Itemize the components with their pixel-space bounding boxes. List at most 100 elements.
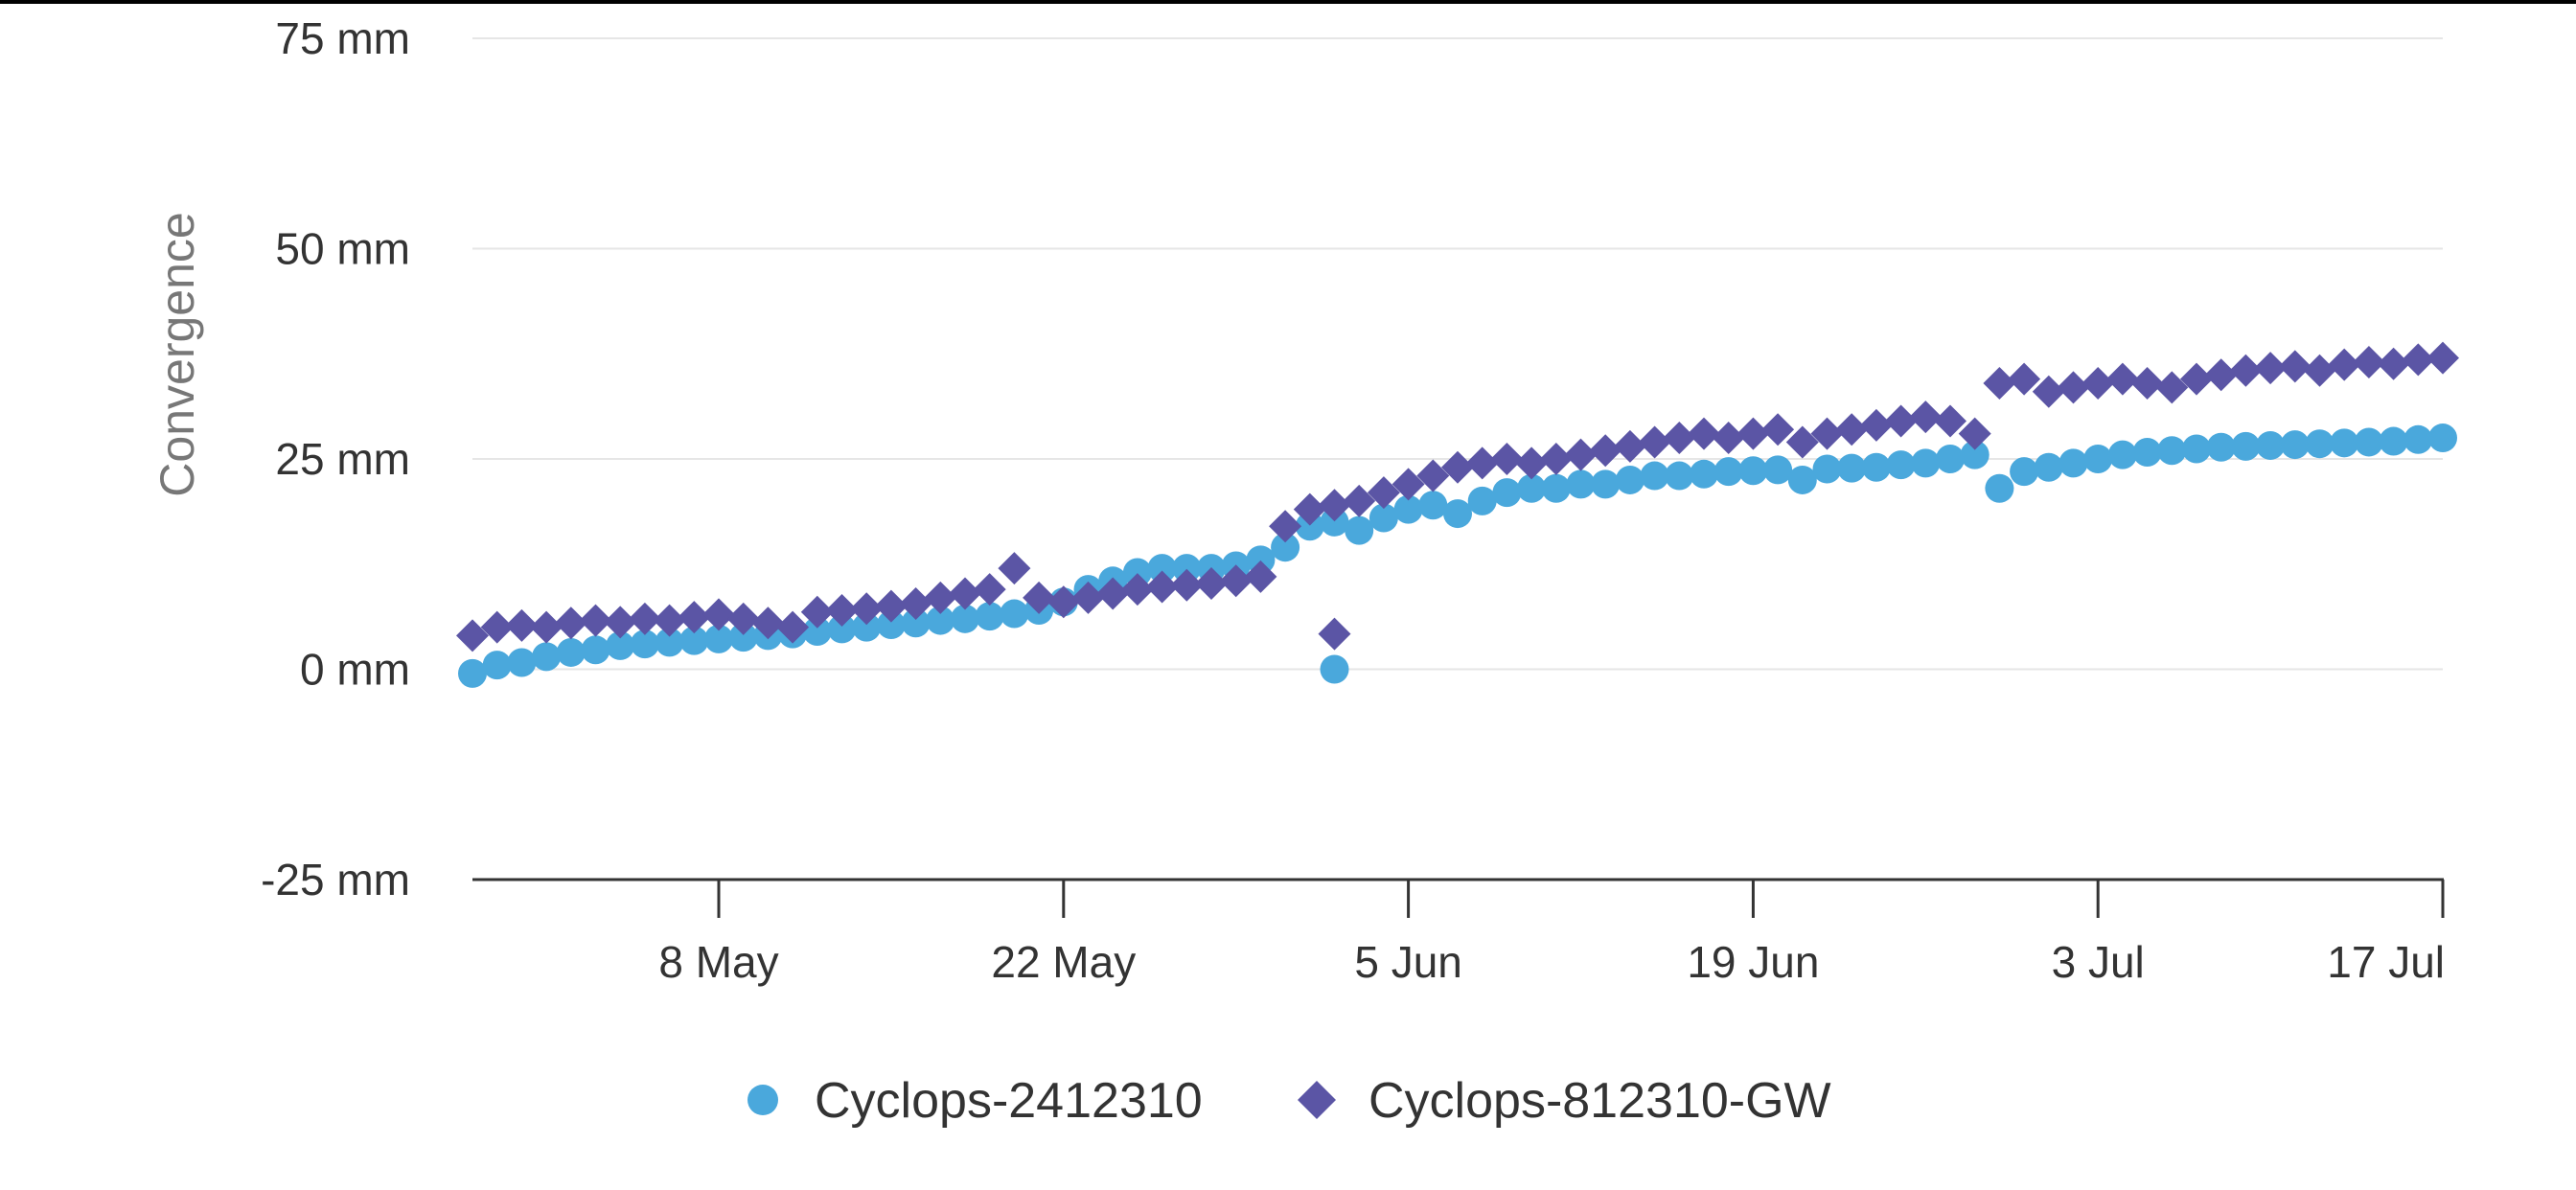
data-point xyxy=(2083,445,2113,473)
data-point xyxy=(1120,573,1154,606)
data-point xyxy=(2157,436,2187,466)
data-point xyxy=(530,610,564,644)
data-point xyxy=(1318,489,1351,522)
grid-lines xyxy=(472,37,2443,671)
data-point xyxy=(1517,473,1547,503)
data-point xyxy=(1960,440,1990,469)
data-point xyxy=(2206,432,2236,462)
data-point xyxy=(554,606,587,640)
data-point xyxy=(998,552,1031,585)
data-point xyxy=(1172,554,1202,584)
data-point xyxy=(1122,558,1152,587)
data-point xyxy=(1613,429,1646,463)
data-point xyxy=(2377,347,2410,380)
data-point xyxy=(1983,366,2016,400)
data-point xyxy=(1195,566,1228,600)
data-point xyxy=(1690,459,1718,489)
data-point xyxy=(776,610,810,644)
data-point xyxy=(2280,430,2310,460)
data-point xyxy=(949,577,981,610)
legend-diamond-marker xyxy=(1298,1081,1336,1119)
x-tick-label: 17 Jul xyxy=(2327,937,2445,987)
data-point xyxy=(1787,465,1817,494)
data-point xyxy=(1318,617,1351,651)
data-point xyxy=(653,604,686,637)
data-point xyxy=(1443,499,1472,529)
data-point xyxy=(579,604,612,637)
data-point xyxy=(1046,585,1080,619)
data-point xyxy=(899,587,932,621)
data-point xyxy=(2180,362,2213,396)
data-point xyxy=(852,612,882,642)
data-point xyxy=(1096,577,1130,610)
data-point xyxy=(505,608,539,642)
data-point xyxy=(1761,413,1795,446)
series-circle xyxy=(458,423,2457,688)
data-point xyxy=(1958,417,1991,450)
data-point xyxy=(2330,428,2359,458)
data-point xyxy=(2402,343,2435,377)
data-point xyxy=(1861,452,1891,482)
data-point xyxy=(1219,564,1253,598)
data-point xyxy=(1539,443,1573,475)
legend-circle-marker xyxy=(748,1085,778,1115)
data-point xyxy=(2428,423,2457,453)
data-point xyxy=(1714,457,1743,487)
y-tick-label: 50 mm xyxy=(275,224,410,274)
y-tick-label: 75 mm xyxy=(275,13,410,63)
data-point xyxy=(1812,454,1842,484)
data-point xyxy=(1909,400,1943,434)
data-point xyxy=(827,614,857,644)
data-point xyxy=(2328,348,2361,381)
data-point xyxy=(1418,491,1448,520)
data-point xyxy=(2204,358,2238,392)
data-point xyxy=(1295,512,1324,541)
data-point xyxy=(2107,440,2137,469)
series-diamond xyxy=(456,341,2459,652)
data-point xyxy=(874,589,908,623)
data-point xyxy=(2256,430,2286,460)
data-point xyxy=(1345,515,1374,545)
data-point xyxy=(1467,486,1497,515)
data-point xyxy=(2058,448,2088,478)
data-point xyxy=(1663,422,1696,455)
data-point xyxy=(2278,350,2312,383)
data-point xyxy=(825,594,859,628)
legend-item-diamond-series[interactable]: Cyclops-812310-GW xyxy=(1298,1073,1831,1129)
data-point xyxy=(2130,366,2164,400)
data-point xyxy=(2082,366,2115,400)
data-point xyxy=(1145,570,1179,604)
data-point xyxy=(2105,362,2139,396)
data-point xyxy=(2354,427,2383,457)
data-point xyxy=(1712,422,1745,455)
x-tick-label: 22 May xyxy=(991,937,1136,987)
data-point xyxy=(456,619,489,652)
data-point xyxy=(1392,468,1425,501)
data-point xyxy=(876,609,906,639)
data-point xyxy=(2352,346,2385,379)
data-point xyxy=(1071,581,1105,614)
y-tick-label: -25 mm xyxy=(261,855,410,904)
data-point xyxy=(1688,417,1720,450)
legend[interactable]: Cyclops-2412310 Cyclops-812310-GW xyxy=(748,1073,1831,1129)
data-point xyxy=(1591,469,1621,499)
data-point xyxy=(2254,352,2288,385)
data-point xyxy=(1490,443,1524,475)
data-point xyxy=(1837,453,1867,483)
data-point xyxy=(975,602,1004,631)
data-point xyxy=(1244,560,1277,593)
data-point xyxy=(2182,434,2211,464)
data-point xyxy=(973,573,1006,606)
data-point xyxy=(532,642,562,672)
data-point xyxy=(628,602,661,635)
data-point xyxy=(507,648,537,677)
data-point xyxy=(1936,445,1965,473)
legend-item-circle-series[interactable]: Cyclops-2412310 xyxy=(748,1073,1203,1129)
data-point xyxy=(1441,450,1474,484)
data-point xyxy=(1515,446,1549,480)
data-point xyxy=(951,604,979,633)
data-point xyxy=(1000,599,1029,629)
y-tick-label: 0 mm xyxy=(300,645,410,695)
data-point xyxy=(1465,446,1499,480)
